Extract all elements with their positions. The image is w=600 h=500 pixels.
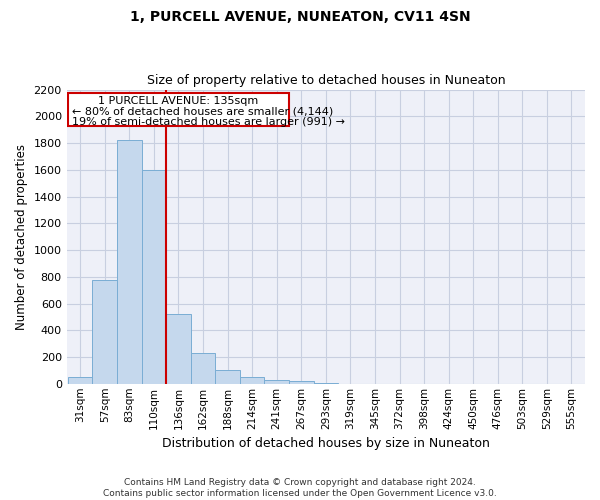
Text: 1, PURCELL AVENUE, NUNEATON, CV11 4SN: 1, PURCELL AVENUE, NUNEATON, CV11 4SN (130, 10, 470, 24)
Bar (117, 140, 142, 384)
FancyBboxPatch shape (68, 93, 289, 126)
X-axis label: Distribution of detached houses by size in Nuneaton: Distribution of detached houses by size … (162, 437, 490, 450)
Text: 19% of semi-detached houses are larger (991) →: 19% of semi-detached houses are larger (… (71, 117, 344, 127)
Bar (191, 353, 215, 384)
Bar (142, 170, 166, 384)
Bar (92, 280, 117, 384)
Bar (240, 377, 265, 384)
Text: ← 80% of detached houses are smaller (4,144): ← 80% of detached houses are smaller (4,… (71, 106, 333, 117)
Text: Contains HM Land Registry data © Crown copyright and database right 2024.
Contai: Contains HM Land Registry data © Crown c… (103, 478, 497, 498)
Bar (166, 314, 191, 384)
Bar (289, 382, 314, 384)
Bar (265, 380, 289, 384)
Text: 1 PURCELL AVENUE: 135sqm: 1 PURCELL AVENUE: 135sqm (98, 96, 259, 106)
Y-axis label: Number of detached properties: Number of detached properties (15, 144, 28, 330)
Title: Size of property relative to detached houses in Nuneaton: Size of property relative to detached ho… (146, 74, 505, 87)
Bar (215, 370, 240, 384)
Bar (68, 377, 92, 384)
